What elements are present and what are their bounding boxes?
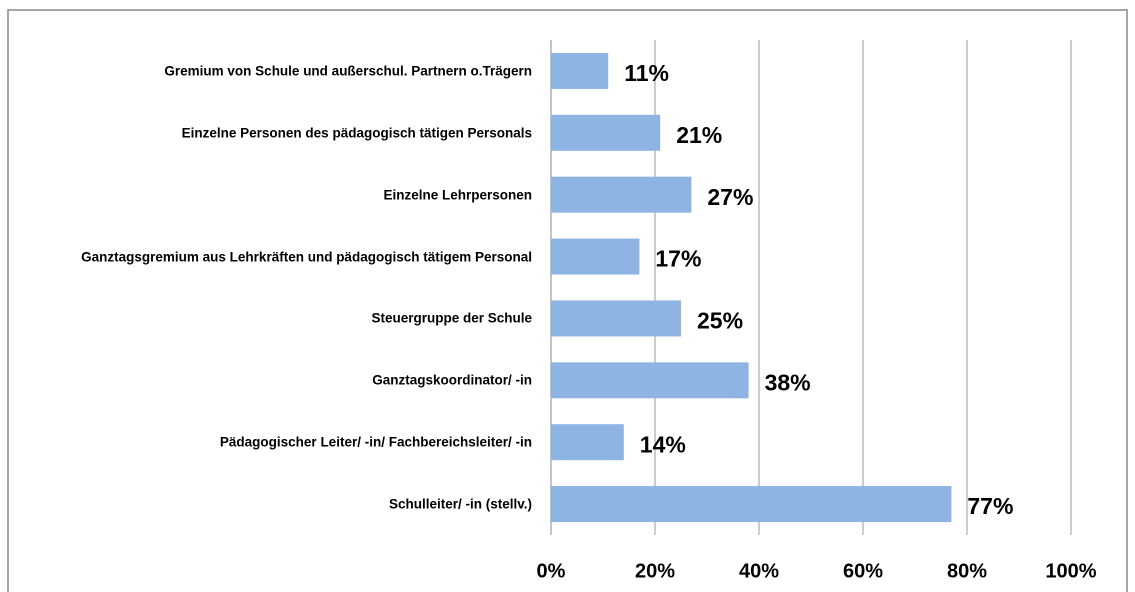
- category-label: Gremium von Schule und außerschul. Partn…: [164, 63, 532, 79]
- bar: [551, 486, 952, 523]
- bar: [551, 424, 624, 461]
- x-tick-label: 20%: [635, 560, 675, 582]
- data-label: 14%: [640, 431, 686, 457]
- x-tick-label: 60%: [843, 560, 883, 582]
- bar: [551, 176, 692, 213]
- bar: [551, 300, 681, 337]
- data-label: 11%: [624, 60, 669, 86]
- category-label: Schulleiter/ -in (stellv.): [388, 496, 532, 512]
- category-label: Steuergruppe der Schule: [371, 310, 532, 326]
- data-label: 17%: [655, 246, 701, 272]
- bar: [551, 238, 640, 275]
- data-label: 25%: [697, 308, 743, 334]
- category-label: Einzelne Personen des pädagogisch tätige…: [181, 125, 532, 141]
- bar: [551, 114, 661, 151]
- x-tick-label: 0%: [537, 560, 566, 582]
- data-label: 77%: [967, 493, 1013, 519]
- category-label: Ganztagsgremium aus Lehrkräften und päda…: [81, 249, 532, 265]
- category-label: Ganztagskoordinator/ -in: [372, 372, 532, 388]
- bar: [551, 362, 749, 399]
- category-label: Einzelne Lehrpersonen: [383, 187, 532, 203]
- x-tick-label: 40%: [739, 560, 779, 582]
- data-label: 38%: [765, 369, 811, 395]
- x-tick-label: 100%: [1045, 560, 1096, 582]
- bar: [551, 52, 609, 89]
- data-label: 21%: [676, 122, 722, 148]
- data-label: 27%: [707, 184, 753, 210]
- chart-frame: [7, 9, 1128, 592]
- x-tick-label: 80%: [947, 560, 987, 582]
- category-label: Pädagogischer Leiter/ -in/ Fachbereichsl…: [219, 434, 532, 450]
